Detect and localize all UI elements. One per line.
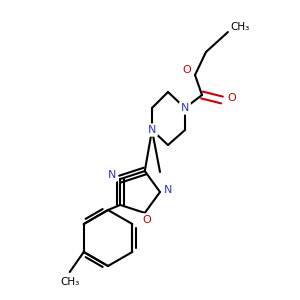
Text: CH₃: CH₃ (230, 22, 250, 32)
Text: N: N (108, 170, 116, 180)
Text: O: O (228, 93, 236, 103)
Text: O: O (183, 65, 191, 75)
Text: CH₃: CH₃ (60, 277, 80, 287)
Text: O: O (142, 215, 151, 225)
Text: N: N (181, 103, 189, 113)
Text: N: N (148, 125, 156, 135)
Text: N: N (164, 185, 172, 195)
